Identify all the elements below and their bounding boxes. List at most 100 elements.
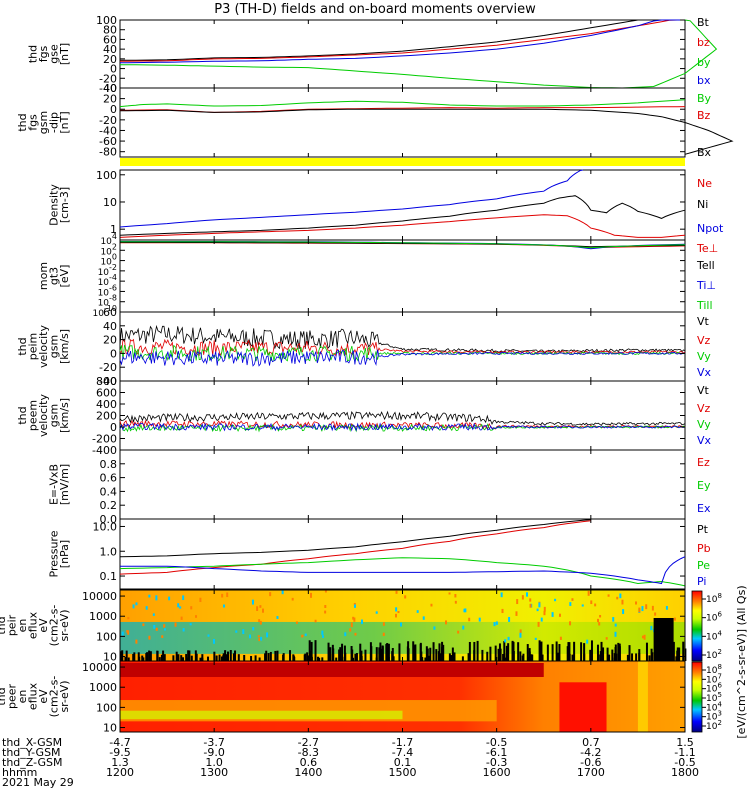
spectrogram-pixel	[180, 655, 183, 661]
spectrogram-pixel	[614, 654, 617, 661]
spectrogram-pixel	[551, 612, 554, 617]
spectrogram-pixel	[507, 636, 510, 641]
spectrogram-pixel	[519, 632, 522, 638]
spectrogram-pixel	[291, 597, 294, 601]
spectrogram-pixel	[382, 632, 385, 636]
series-by	[119, 19, 718, 89]
spectrogram-pixel	[199, 657, 202, 661]
spectrogram-pixel	[504, 639, 507, 643]
legend-Vz: Vz	[697, 334, 711, 347]
spectrogram-pixel	[612, 617, 615, 622]
spectrogram-pixel	[201, 657, 204, 661]
spectrogram-pixel	[476, 640, 479, 661]
spectrogram-pixel	[558, 613, 561, 617]
spectrogram-pixel	[282, 654, 285, 661]
spectrogram-pixel	[619, 593, 622, 599]
spectrogram-pixel	[650, 625, 653, 631]
series-Vt	[119, 324, 686, 353]
spectrogram-pixel	[638, 607, 641, 613]
spectrogram-pixel	[161, 635, 164, 639]
spectrogram-pixel	[534, 637, 537, 640]
spectrogram-pixel	[190, 606, 193, 610]
spectrogram-pixel	[127, 630, 130, 635]
orbit-value: -3.7	[203, 736, 224, 749]
y-axis-label: thdpeirenefluxeV(cm2-s-sr-eV)	[0, 605, 71, 647]
y-tick-label: 200	[96, 410, 117, 423]
spectrogram-pixel	[622, 609, 625, 615]
spectrogram-pixel	[494, 645, 497, 661]
spectrogram-pixel	[180, 616, 183, 620]
series-bz	[119, 19, 685, 62]
spectrogram-pixel	[635, 601, 638, 605]
spectrogram-pixel	[529, 603, 532, 608]
colorbar-tick-label: 104	[706, 629, 722, 642]
spectrogram-pixel	[226, 592, 229, 598]
spectrogram-pixel	[590, 640, 593, 661]
spectrogram-pixel	[441, 641, 444, 661]
spectrogram-pixel	[602, 647, 605, 661]
spectrogram-pixel	[387, 643, 390, 661]
spectrogram-pixel	[528, 648, 531, 661]
series-Vx	[119, 349, 686, 367]
spectrogram-pixel	[124, 656, 127, 661]
y-tick-label: 600	[96, 387, 117, 400]
spectrogram-pixel	[148, 655, 151, 661]
spectrogram-pixel	[350, 646, 353, 661]
spectrogram-pixel	[420, 651, 423, 661]
spectrogram-pixel	[672, 641, 675, 661]
colorbar-tick-label: 108	[706, 592, 722, 605]
spectrogram-pixel	[324, 610, 327, 614]
y-tick-label: 1000	[89, 610, 117, 623]
legend-Bx: Bx	[697, 146, 712, 159]
spectrogram-pixel	[589, 649, 592, 661]
spectrogram-pixel	[489, 646, 492, 661]
spectrogram-pixel	[444, 620, 447, 625]
spectrogram-pixel	[257, 635, 260, 638]
series-bx	[120, 19, 685, 64]
spectrogram-pixel	[207, 634, 210, 637]
spectrogram-pixel	[433, 626, 436, 630]
spectrogram-pixel	[335, 657, 338, 661]
y-axis-label: Density[cm-3]	[48, 184, 72, 226]
spectrogram-electron-blob	[559, 682, 607, 732]
spectrogram-pixel	[258, 619, 261, 623]
legend-Till: Till	[696, 299, 713, 312]
orbit-value: 1.5	[676, 736, 694, 749]
spectrogram-pixel	[538, 602, 541, 608]
spectrogram-pixel	[618, 643, 621, 661]
spectrogram-pixel	[352, 616, 355, 620]
orbit-value: 0.1	[394, 756, 412, 769]
legend-Ey: Ey	[697, 479, 711, 492]
spectrogram-pixel	[462, 625, 465, 630]
spectrogram-pixel	[138, 656, 141, 661]
spectrogram-pixel	[224, 650, 227, 661]
y-tick-label: 0.2	[100, 499, 118, 512]
spectrogram-pixel	[153, 624, 156, 629]
spectrogram-pixel	[461, 656, 464, 661]
spectrogram-pixel	[141, 655, 144, 661]
y-tick-label: 0.6	[100, 472, 118, 485]
spectrogram-pixel	[220, 656, 223, 661]
spectrogram-pixel	[573, 641, 576, 661]
spectrogram-pixel	[438, 643, 441, 661]
spectrogram-pixel	[213, 638, 216, 644]
orbit-value: 1.3	[111, 756, 129, 769]
spectrogram-pixel	[435, 649, 438, 661]
spectrogram-pixel	[260, 636, 263, 641]
spectrogram-pixel	[617, 642, 620, 661]
spectrogram-pixel	[133, 652, 136, 661]
panel-density: 100 10 1 Density[cm-3] Ne Ni Npot Te⊥	[48, 169, 724, 255]
spectrogram-pixel	[163, 654, 166, 661]
y-tick-label: 800	[96, 375, 117, 388]
spectrogram-pixel	[258, 638, 261, 642]
spectrogram-pixel	[360, 650, 363, 661]
spectrogram-pixel	[583, 643, 586, 661]
legend-bx: bx	[697, 74, 711, 87]
spectrogram-pixel	[237, 654, 240, 661]
spectrogram-pixel	[558, 644, 561, 661]
y-tick-label: 0.8	[100, 458, 118, 471]
spectrogram-pixel	[331, 644, 334, 661]
orbit-value: 0.7	[582, 736, 600, 749]
legend-Ti⊥: Ti⊥	[696, 279, 716, 292]
spectrogram-pixel	[501, 608, 504, 614]
